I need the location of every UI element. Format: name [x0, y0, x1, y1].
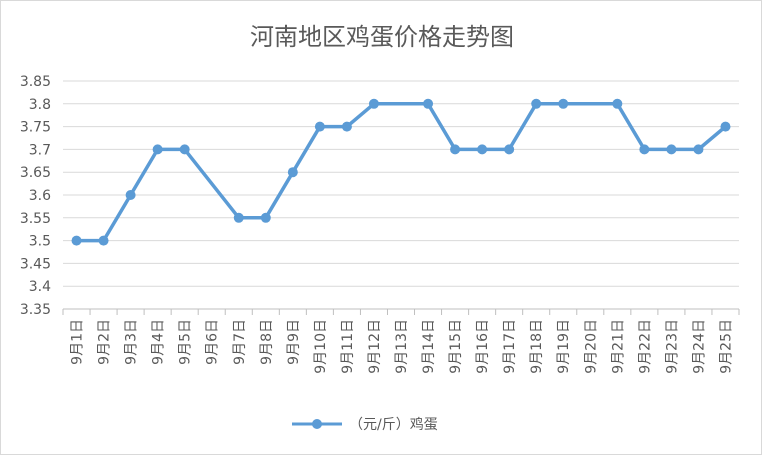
y-tick-label: 3.35 [20, 302, 51, 318]
data-point [558, 98, 569, 109]
data-point [152, 144, 163, 155]
x-tick-label: 9月25日 [718, 319, 734, 374]
series-line [76, 102, 727, 243]
legend: （元/斤）鸡蛋 [292, 416, 438, 433]
y-tick-label: 3.55 [20, 211, 51, 227]
gridlines [63, 80, 739, 310]
data-point [423, 98, 434, 109]
x-tick-label: 9月5日 [178, 319, 194, 365]
y-tick-label: 3.45 [20, 256, 51, 272]
data-point [504, 144, 515, 155]
data-point [666, 144, 677, 155]
legend-point-marker [312, 419, 322, 429]
y-tick-label: 3.75 [20, 120, 51, 136]
x-tick-label: 9月15日 [448, 319, 464, 374]
x-tick-label: 9月6日 [205, 319, 221, 365]
x-tick-label: 9月18日 [529, 319, 545, 374]
data-point [260, 212, 271, 223]
data-point [233, 212, 244, 223]
y-tick-label: 3.65 [20, 165, 51, 181]
y-tick-label: 3.85 [20, 74, 51, 90]
x-tick-label: 9月7日 [232, 319, 248, 365]
x-tick-label: 9月11日 [340, 319, 356, 374]
x-tick-label: 9月2日 [97, 319, 113, 365]
x-tick-label: 9月23日 [664, 319, 680, 374]
y-tick-label: 3.5 [29, 234, 51, 250]
x-tick-label: 9月17日 [502, 319, 518, 374]
data-point [612, 98, 623, 109]
data-point [71, 235, 82, 246]
data-point [125, 190, 136, 200]
y-tick-label: 3.4 [29, 279, 51, 295]
x-tick-label: 9月22日 [637, 319, 653, 374]
x-tick-label: 9月1日 [70, 319, 86, 365]
y-axis: 3.35 3.4 3.45 3.5 3.55 3.6 3.65 3.7 3.75 3.8 3.85 [20, 74, 51, 318]
x-tick-label: 9月21日 [610, 319, 626, 374]
data-point [287, 167, 298, 178]
x-tick-label: 9月13日 [394, 319, 410, 374]
data-point [314, 121, 325, 132]
chart-title: 河南地区鸡蛋价格走势图 [250, 23, 514, 51]
x-tick-label: 9月20日 [583, 319, 599, 374]
x-tick-label: 9月4日 [151, 319, 167, 365]
y-tick-label: 3.7 [29, 142, 51, 158]
x-axis: 9月1日 9月2日 9月3日 9月4日 9月5日 9月6日 9月7日 9月8日 9月9日 9月10… [62, 308, 740, 374]
y-tick-label: 3.8 [29, 97, 51, 113]
x-tick-label: 9月16日 [475, 319, 491, 374]
y-tick-label: 3.6 [29, 188, 51, 204]
x-tick-label: 9月19日 [556, 319, 572, 374]
data-point [531, 98, 542, 109]
data-point [368, 98, 379, 109]
legend-label: （元/斤）鸡蛋 [349, 416, 438, 433]
data-point [639, 144, 650, 155]
data-point [341, 121, 352, 132]
x-tick-label: 9月12日 [367, 319, 383, 374]
x-tick-label: 9月10日 [313, 319, 329, 374]
data-point [477, 144, 488, 155]
x-tick-label: 9月14日 [421, 319, 437, 374]
data-point [693, 144, 704, 155]
x-tick-label: 9月3日 [124, 319, 140, 365]
x-tick-label: 9月9日 [286, 319, 302, 365]
data-point [98, 235, 109, 246]
data-point [450, 144, 461, 155]
series-group [71, 98, 731, 246]
data-point [720, 121, 731, 132]
data-point [179, 144, 190, 155]
x-tick-label: 9月24日 [691, 319, 707, 374]
x-tick-label: 9月8日 [259, 319, 275, 365]
